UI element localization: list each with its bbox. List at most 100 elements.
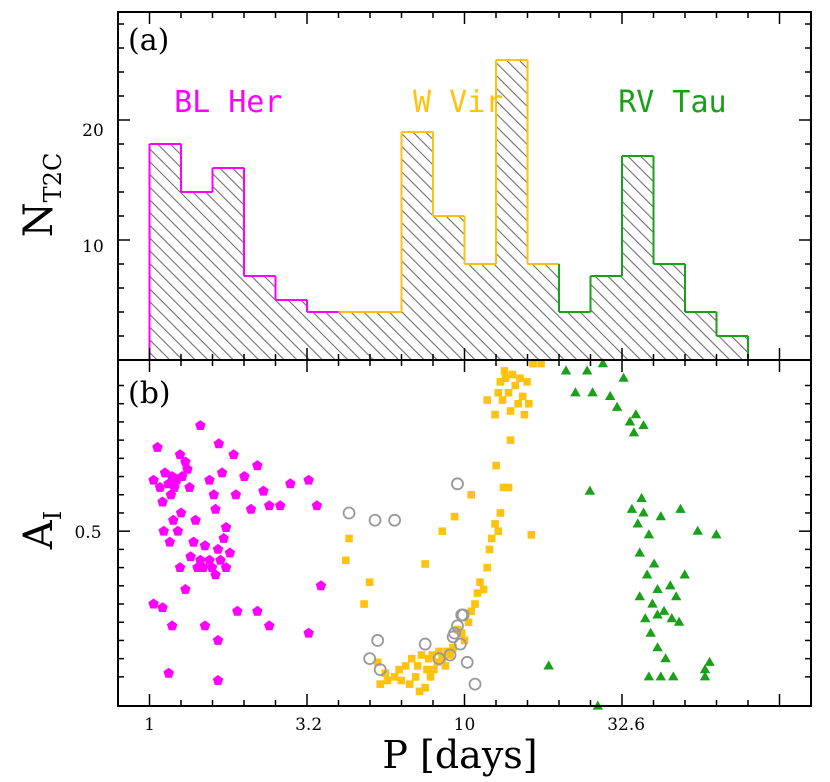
point-other [388,513,402,527]
point-rv-tau [652,584,663,593]
point-bl-her [199,620,211,631]
point-rv-tau [638,507,649,517]
point-rv-tau [692,525,703,535]
point-bl-her [264,500,275,511]
point-bl-her [210,569,221,580]
point-w-vir [491,410,499,419]
point-bl-her [174,449,186,460]
point-bl-her [154,482,166,492]
point-rv-tau [597,358,609,368]
point-w-vir [441,662,450,670]
point-w-vir [376,680,385,688]
point-w-vir [473,589,482,597]
point-w-vir [524,399,533,408]
histogram-bar [590,276,622,360]
histogram-bar [307,312,339,360]
point-w-vir [471,600,479,608]
y-axis-title-a-sub: T2C [39,153,67,203]
point-w-vir [365,578,374,586]
point-bl-her [239,471,250,481]
point-bl-her [175,507,187,518]
point-rv-tau [618,372,629,382]
point-w-vir [390,673,399,681]
point-bl-her [252,460,263,471]
point-w-vir [506,407,515,415]
point-w-vir [537,359,545,368]
histogram-bar [716,336,748,360]
point-w-vir [500,367,509,375]
point-w-vir [467,607,475,616]
histogram-bar [275,300,307,360]
point-bl-her [212,634,224,645]
point-bl-her [204,474,215,485]
point-rv-tau [647,598,658,608]
point-rv-tau [640,613,651,623]
point-bl-her [220,522,232,532]
point-w-vir [496,378,505,386]
point-other [448,626,461,640]
point-w-vir [485,545,494,554]
histogram-bar [149,144,181,360]
point-rv-tau [660,653,671,663]
point-w-vir [518,392,527,401]
point-rv-tau [634,547,645,557]
point-bl-her [252,605,263,616]
point-rv-tau [648,558,660,568]
point-bl-her [213,438,225,449]
point-w-vir [483,396,491,404]
histogram-bar [212,168,244,360]
point-other [368,513,382,527]
point-bl-her [148,474,159,485]
point-bl-her [157,496,168,507]
point-w-vir [407,654,416,663]
y-axis-title-b-main: A [16,519,62,550]
point-w-vir [520,410,529,419]
histogram-bar [433,216,465,360]
histogram-bar [622,156,654,360]
x-tick-label: 32.6 [607,715,645,735]
histogram-panel: (a) BL Her W Vir RV Tau 10 20 NT2C [16,12,812,360]
point-bl-her [185,551,196,562]
point-w-vir [483,563,491,572]
point-rv-tau [636,492,647,502]
point-w-vir [345,534,353,543]
point-other [342,506,356,520]
point-bl-her [264,620,275,631]
point-bl-her [210,503,221,514]
x-tick-label: 1 [144,715,155,735]
point-bl-her [212,675,224,685]
point-w-vir [487,534,496,543]
point-w-vir [499,483,508,492]
point-w-vir [395,665,403,674]
point-bl-her [184,482,195,492]
x-tick-labels: 1 3.2 10 32.6 [144,715,645,735]
point-w-vir [438,527,447,535]
point-rv-tau [626,503,638,513]
point-bl-her [195,420,206,430]
point-rv-tau [634,591,645,601]
histogram-bar [527,264,559,360]
histogram-bar [338,312,370,360]
point-w-vir [446,651,454,659]
point-w-vir [383,676,392,685]
point-rv-tau [641,569,653,579]
point-bl-her [164,536,175,547]
point-w-vir [511,381,520,390]
point-rv-tau [643,529,655,539]
point-w-vir [504,388,513,397]
point-other [373,663,387,676]
point-bl-her [208,489,219,500]
point-bl-her [199,540,211,551]
point-w-vir [479,585,488,594]
point-w-vir [342,556,350,565]
point-w-vir [450,512,459,521]
point-bl-her [303,474,314,485]
point-rv-tau [630,409,642,419]
svg-text:NT2C: NT2C [16,153,67,238]
point-rv-tau [587,387,598,397]
point-w-vir [457,629,466,637]
point-bl-her [152,441,163,452]
point-w-vir [494,527,503,535]
histogram-bar [401,132,433,360]
